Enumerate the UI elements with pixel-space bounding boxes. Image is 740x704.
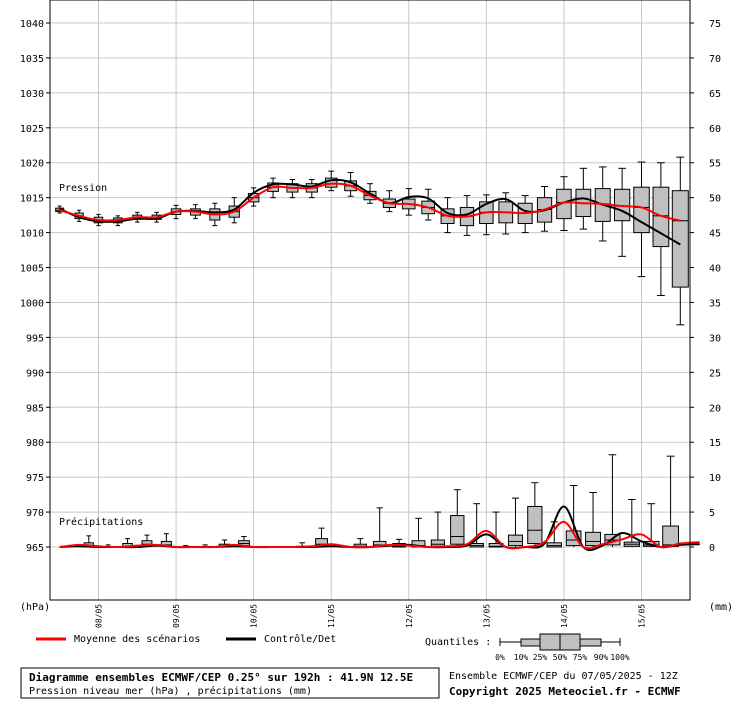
left-tick-label: 1040 bbox=[20, 19, 44, 30]
right-tick-label: 30 bbox=[709, 333, 721, 344]
right-tick-label: 55 bbox=[709, 159, 721, 170]
left-tick-label: 980 bbox=[26, 438, 44, 449]
plot-frame bbox=[49, 0, 691, 601]
grid-lines bbox=[50, 0, 690, 600]
right-tick-label: 50 bbox=[709, 194, 721, 205]
x-tick-label: 10/05 bbox=[250, 604, 259, 628]
right-tick-label: 5 bbox=[709, 508, 715, 519]
x-tick-label: 15/05 bbox=[638, 604, 647, 628]
left-tick-label: 975 bbox=[26, 473, 44, 484]
run-info: Ensemble ECMWF/CEP du 07/05/2025 - 12Z bbox=[449, 671, 678, 682]
quantile-tick-label: 25% bbox=[533, 653, 548, 662]
pressure-control-line bbox=[59, 178, 681, 246]
quantile-tick-label: 50% bbox=[553, 653, 568, 662]
precip-panel-label: Précipitations bbox=[59, 516, 143, 528]
left-tick-label: 1015 bbox=[20, 194, 44, 205]
left-tick-label: 990 bbox=[26, 368, 44, 379]
x-axis-ticks: 08/05 09/05 10/05 11/05 12/05 13/05 14/05 15/05 bbox=[94, 604, 646, 628]
legend-quantiles-label: Quantiles : bbox=[425, 637, 491, 648]
left-axis-ticks: 965 970 975 980 985 990 995 1000 1005 1010 1015 102… bbox=[20, 19, 50, 554]
left-tick-label: 965 bbox=[26, 543, 44, 554]
quantile-tick-label: 100% bbox=[610, 653, 629, 662]
right-tick-label: 70 bbox=[709, 54, 721, 65]
legend-control-label: Contrôle/Det bbox=[264, 633, 336, 645]
right-axis-ticks: 0 5 10 15 20 25 30 35 40 45 50 55 60 65 70 75 bbox=[690, 19, 721, 554]
right-tick-label: 45 bbox=[709, 229, 721, 240]
x-tick-label: 09/05 bbox=[172, 604, 181, 628]
left-tick-label: 1000 bbox=[20, 298, 44, 309]
pressure-panel-label: Pression bbox=[59, 183, 107, 194]
right-tick-label: 10 bbox=[709, 473, 721, 484]
right-tick-label: 65 bbox=[709, 89, 721, 100]
x-tick-label: 13/05 bbox=[482, 604, 491, 628]
precip-box bbox=[585, 492, 601, 547]
copyright: Copyright 2025 Meteociel.fr - ECMWF bbox=[449, 685, 681, 698]
precip-box bbox=[623, 498, 640, 547]
right-tick-label: 15 bbox=[709, 438, 721, 449]
title-box bbox=[20, 667, 440, 699]
right-tick-label: 25 bbox=[709, 368, 721, 379]
pressure-mean-line bbox=[59, 182, 681, 222]
precip-box bbox=[507, 497, 523, 547]
left-unit-label: (hPa) bbox=[20, 602, 50, 613]
series-lines bbox=[59, 178, 700, 552]
precip-box bbox=[527, 482, 543, 547]
quantile-tick-label: 90% bbox=[594, 653, 609, 662]
x-tick-label: 08/05 bbox=[94, 604, 103, 628]
x-tick-label: 12/05 bbox=[405, 604, 414, 628]
right-tick-label: 60 bbox=[709, 124, 721, 135]
left-tick-label: 1035 bbox=[20, 54, 44, 65]
right-tick-label: 35 bbox=[709, 298, 721, 309]
left-tick-label: 1030 bbox=[20, 89, 44, 100]
precip-box bbox=[430, 511, 445, 547]
right-tick-label: 75 bbox=[709, 19, 721, 30]
x-tick-label: 11/05 bbox=[327, 604, 336, 628]
precip-box bbox=[315, 527, 328, 547]
left-tick-label: 985 bbox=[26, 403, 44, 414]
right-tick-label: 20 bbox=[709, 403, 721, 414]
quantile-tick-label: 10% bbox=[514, 653, 529, 662]
precip-mean-line bbox=[59, 520, 700, 550]
precip-box bbox=[546, 521, 562, 548]
legend-quantile-box bbox=[499, 633, 621, 651]
left-tick-label: 1020 bbox=[20, 159, 44, 170]
right-tick-label: 0 bbox=[709, 543, 715, 554]
x-tick-label: 14/05 bbox=[560, 604, 569, 628]
precip-box bbox=[450, 489, 465, 547]
quantile-tick-label: 0% bbox=[495, 653, 505, 662]
left-tick-label: 1005 bbox=[20, 264, 44, 275]
right-unit-label: (mm) bbox=[709, 602, 733, 613]
left-tick-label: 995 bbox=[26, 333, 44, 344]
quantile-tick-label: 75% bbox=[573, 653, 588, 662]
left-tick-label: 970 bbox=[26, 508, 44, 519]
left-tick-label: 1025 bbox=[20, 124, 44, 135]
right-tick-label: 40 bbox=[709, 264, 721, 275]
left-tick-label: 1010 bbox=[20, 229, 44, 240]
legend-quantile-ticks: 0% 10% 25% 50% 75% 90% 100% bbox=[495, 653, 630, 662]
pressure-box bbox=[633, 161, 650, 278]
legend-mean-label: Moyenne des scénarios bbox=[74, 633, 200, 645]
chart-subtitle: Pression niveau mer (hPa) , précipitatio… bbox=[29, 685, 312, 697]
chart-title: Diagramme ensembles ECMWF/CEP 0.25° sur … bbox=[29, 671, 413, 684]
